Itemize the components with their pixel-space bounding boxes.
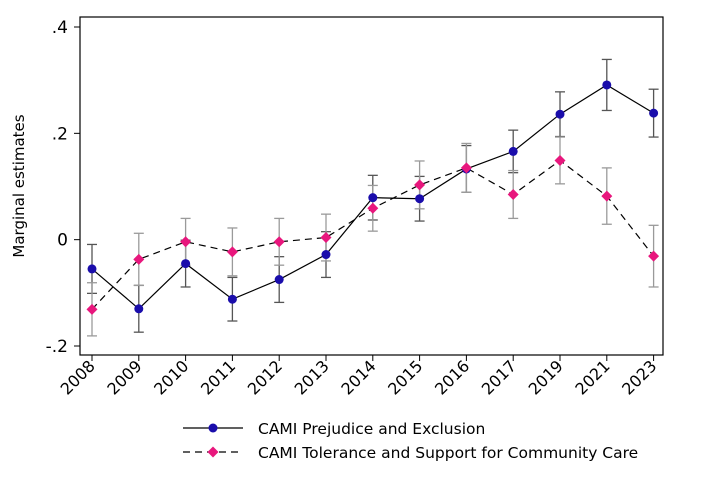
data-point-circle	[368, 193, 378, 203]
x-tick-label: 2008	[57, 356, 99, 398]
x-tick-label: 2011	[197, 356, 239, 398]
x-tick-label: 2014	[337, 356, 379, 398]
y-tick-label: .2	[52, 124, 68, 144]
x-tick-label: 2009	[103, 356, 145, 398]
data-point-diamond	[648, 250, 660, 262]
data-point-circle	[415, 194, 425, 204]
data-point-diamond	[554, 154, 566, 166]
legend: CAMI Prejudice and Exclusion CAMI Tolera…	[183, 420, 638, 462]
data-point-diamond	[367, 202, 379, 214]
data-point-diamond	[86, 303, 98, 315]
data-point-circle	[508, 146, 518, 156]
data-point-circle	[649, 108, 659, 118]
x-tick-label: 2023	[618, 356, 660, 398]
x-tick-label: 2015	[384, 356, 426, 398]
data-point-diamond	[180, 236, 192, 248]
data-point-circle	[274, 275, 284, 285]
legend-label-series-2: CAMI Tolerance and Support for Community…	[258, 444, 638, 462]
x-tick-label: 2012	[244, 356, 286, 398]
data-point-circle	[555, 109, 565, 119]
data-point-diamond	[133, 253, 145, 265]
legend-marker-series-2	[207, 446, 219, 458]
y-tick-label: 0	[57, 231, 68, 251]
x-tick-label: 2017	[478, 356, 520, 398]
data-point-diamond	[507, 188, 519, 200]
data-point-circle	[227, 294, 237, 304]
x-tick-label: 2019	[525, 356, 567, 398]
x-tick-label: 2010	[150, 356, 192, 398]
data-point-circle	[134, 304, 144, 314]
series-markers	[86, 80, 660, 315]
data-point-diamond	[414, 179, 426, 191]
x-tick-label: 2021	[571, 356, 613, 398]
x-tick-label: 2013	[291, 356, 333, 398]
data-point-circle	[87, 264, 97, 274]
data-point-diamond	[460, 162, 472, 174]
data-point-circle	[181, 259, 191, 269]
y-axis-label: Marginal estimates	[10, 114, 28, 257]
y-tick-label: .4	[52, 18, 68, 38]
data-point-circle	[321, 250, 331, 260]
data-point-diamond	[320, 232, 332, 244]
data-point-diamond	[273, 236, 285, 248]
data-point-diamond	[601, 190, 613, 202]
y-tick-label: -.2	[46, 337, 68, 357]
plot-frame	[79, 16, 664, 356]
data-point-circle	[602, 80, 612, 90]
axes: -.2 0 .2 .4 2008 2009 2010 2011 2012 2013 2014 2015…	[46, 18, 661, 399]
data-point-diamond	[226, 246, 238, 258]
legend-marker-series-1	[208, 423, 218, 433]
legend-label-series-1: CAMI Prejudice and Exclusion	[258, 420, 485, 438]
x-tick-label: 2016	[431, 356, 473, 398]
